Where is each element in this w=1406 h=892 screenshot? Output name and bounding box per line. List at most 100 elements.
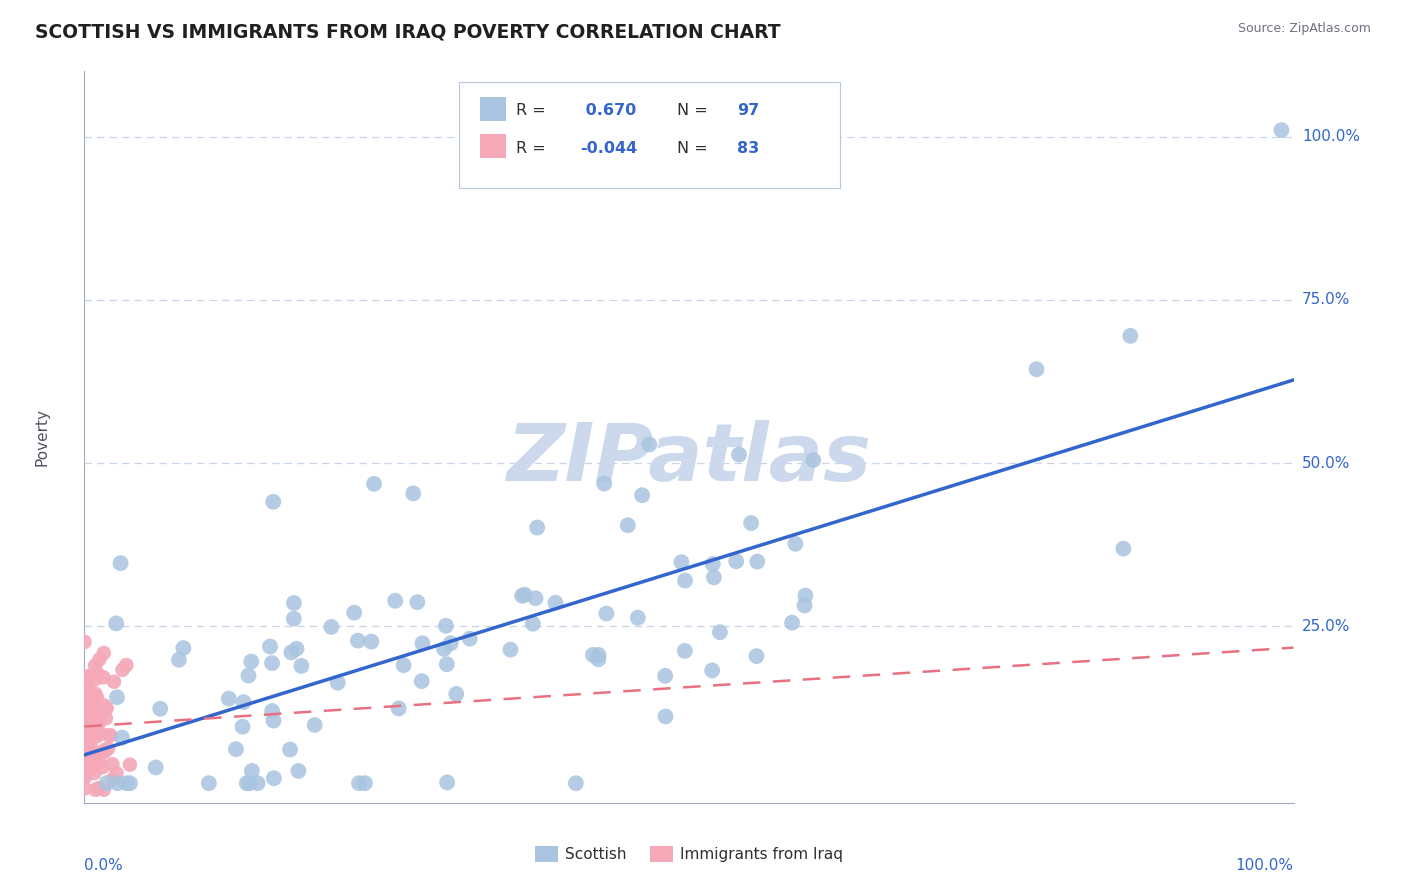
Point bbox=[75, 709, 97, 723]
Text: N =: N = bbox=[676, 141, 713, 156]
Point bbox=[225, 742, 247, 756]
Point bbox=[260, 656, 283, 670]
Text: ZIPatlas: ZIPatlas bbox=[506, 420, 872, 498]
Point bbox=[347, 776, 370, 790]
Point bbox=[703, 570, 725, 584]
Point bbox=[794, 589, 817, 603]
Point bbox=[673, 644, 696, 658]
Point bbox=[290, 659, 312, 673]
Point bbox=[728, 448, 751, 462]
Text: R =: R = bbox=[516, 141, 551, 156]
Point bbox=[77, 699, 100, 714]
Text: Source: ZipAtlas.com: Source: ZipAtlas.com bbox=[1237, 22, 1371, 36]
Point bbox=[1025, 362, 1047, 376]
Point bbox=[440, 636, 463, 650]
Point bbox=[97, 741, 120, 756]
Text: 75.0%: 75.0% bbox=[1302, 293, 1350, 308]
Point bbox=[82, 712, 104, 726]
Point bbox=[73, 701, 96, 715]
Point bbox=[283, 596, 305, 610]
Point bbox=[105, 616, 128, 631]
Point bbox=[149, 702, 172, 716]
Point bbox=[343, 606, 366, 620]
Point bbox=[96, 701, 118, 715]
Point bbox=[654, 669, 676, 683]
Point bbox=[510, 589, 533, 603]
Point bbox=[73, 721, 96, 735]
Point bbox=[89, 756, 111, 770]
Point bbox=[82, 711, 104, 725]
Point bbox=[285, 641, 308, 656]
Point bbox=[80, 741, 103, 756]
Point bbox=[259, 640, 281, 654]
Point bbox=[240, 764, 263, 778]
Point bbox=[86, 690, 108, 705]
FancyBboxPatch shape bbox=[460, 82, 841, 188]
Point bbox=[392, 658, 415, 673]
Point bbox=[801, 453, 824, 467]
Point bbox=[75, 770, 97, 784]
Point bbox=[76, 678, 98, 692]
Point bbox=[105, 766, 128, 780]
Point bbox=[77, 717, 100, 731]
Text: 0.670: 0.670 bbox=[581, 103, 637, 118]
Text: 100.0%: 100.0% bbox=[1236, 858, 1294, 872]
Point bbox=[77, 747, 100, 762]
Point bbox=[80, 695, 103, 709]
Point bbox=[84, 782, 107, 797]
Point bbox=[115, 776, 138, 790]
Point bbox=[86, 729, 108, 743]
Point bbox=[79, 746, 101, 760]
Point bbox=[79, 706, 101, 720]
Point bbox=[238, 668, 260, 682]
Text: -0.044: -0.044 bbox=[581, 141, 637, 156]
Point bbox=[582, 648, 605, 662]
Text: 50.0%: 50.0% bbox=[1302, 456, 1350, 471]
Point bbox=[73, 723, 96, 738]
Point bbox=[77, 736, 100, 750]
Point bbox=[89, 706, 111, 720]
Point bbox=[76, 740, 98, 755]
Point bbox=[76, 735, 98, 749]
Point bbox=[93, 698, 115, 713]
Point bbox=[118, 757, 141, 772]
Point bbox=[280, 645, 302, 659]
Point bbox=[1119, 329, 1142, 343]
Point bbox=[100, 728, 122, 742]
Point bbox=[145, 760, 167, 774]
Point bbox=[84, 672, 107, 686]
Point bbox=[80, 723, 103, 737]
Point bbox=[499, 642, 522, 657]
Point bbox=[76, 683, 98, 698]
Point bbox=[263, 771, 285, 785]
Point bbox=[89, 726, 111, 740]
Point bbox=[84, 713, 107, 727]
Point bbox=[673, 574, 696, 588]
Point bbox=[236, 776, 259, 790]
Text: 97: 97 bbox=[737, 103, 759, 118]
Point bbox=[402, 486, 425, 500]
Point bbox=[433, 641, 456, 656]
Point bbox=[747, 555, 769, 569]
Text: Poverty: Poverty bbox=[35, 408, 49, 467]
Point bbox=[93, 670, 115, 684]
Text: N =: N = bbox=[676, 103, 713, 118]
Point bbox=[101, 772, 124, 787]
Point bbox=[73, 635, 96, 649]
Point bbox=[1112, 541, 1135, 556]
Point bbox=[111, 731, 134, 745]
Point bbox=[354, 776, 377, 790]
Point bbox=[83, 766, 105, 780]
Text: 25.0%: 25.0% bbox=[1302, 619, 1350, 634]
Point bbox=[80, 694, 103, 708]
Point bbox=[76, 669, 98, 683]
Point bbox=[388, 701, 411, 715]
Point bbox=[384, 594, 406, 608]
Point bbox=[709, 625, 731, 640]
Point bbox=[526, 520, 548, 534]
Point bbox=[80, 703, 103, 717]
Point bbox=[240, 655, 263, 669]
Point bbox=[75, 731, 97, 746]
Point bbox=[513, 588, 536, 602]
Point bbox=[84, 658, 107, 673]
